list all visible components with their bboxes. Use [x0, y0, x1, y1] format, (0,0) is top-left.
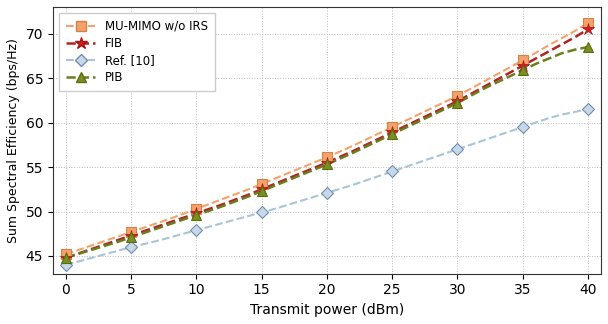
Legend: MU-MIMO w/o IRS, FIB, Ref. [10], PIB: MU-MIMO w/o IRS, FIB, Ref. [10], PIB	[59, 13, 215, 91]
FIB	[519, 64, 527, 68]
PIB	[128, 235, 135, 239]
MU-MIMO w/o IRS	[193, 207, 200, 211]
Line: FIB: FIB	[60, 23, 594, 264]
Line: PIB: PIB	[61, 42, 593, 263]
PIB	[454, 101, 461, 105]
FIB	[584, 27, 592, 31]
Ref. [10]	[519, 125, 527, 129]
MU-MIMO w/o IRS	[128, 230, 135, 234]
Ref. [10]	[454, 147, 461, 151]
PIB	[519, 68, 527, 72]
MU-MIMO w/o IRS	[454, 94, 461, 98]
Line: Ref. [10]: Ref. [10]	[62, 105, 592, 269]
PIB	[62, 256, 69, 260]
Line: MU-MIMO w/o IRS: MU-MIMO w/o IRS	[61, 18, 593, 259]
MU-MIMO w/o IRS	[323, 155, 331, 159]
MU-MIMO w/o IRS	[584, 21, 592, 25]
Ref. [10]	[584, 107, 592, 111]
PIB	[258, 189, 265, 193]
Ref. [10]	[258, 211, 265, 214]
FIB	[193, 211, 200, 215]
Ref. [10]	[389, 169, 396, 173]
FIB	[323, 161, 331, 165]
Y-axis label: Sum Spectral Efficiency (bps/Hz): Sum Spectral Efficiency (bps/Hz)	[7, 38, 20, 243]
PIB	[389, 132, 396, 136]
FIB	[128, 234, 135, 237]
FIB	[62, 256, 69, 260]
Ref. [10]	[128, 245, 135, 249]
MU-MIMO w/o IRS	[62, 252, 69, 256]
X-axis label: Transmit power (dBm): Transmit power (dBm)	[250, 303, 404, 317]
FIB	[258, 187, 265, 191]
MU-MIMO w/o IRS	[389, 125, 396, 129]
Ref. [10]	[323, 191, 331, 195]
PIB	[584, 45, 592, 49]
PIB	[193, 213, 200, 217]
Ref. [10]	[62, 263, 69, 267]
FIB	[389, 131, 396, 134]
MU-MIMO w/o IRS	[258, 182, 265, 186]
MU-MIMO w/o IRS	[519, 58, 527, 62]
Ref. [10]	[193, 228, 200, 232]
FIB	[454, 99, 461, 103]
PIB	[323, 162, 331, 166]
